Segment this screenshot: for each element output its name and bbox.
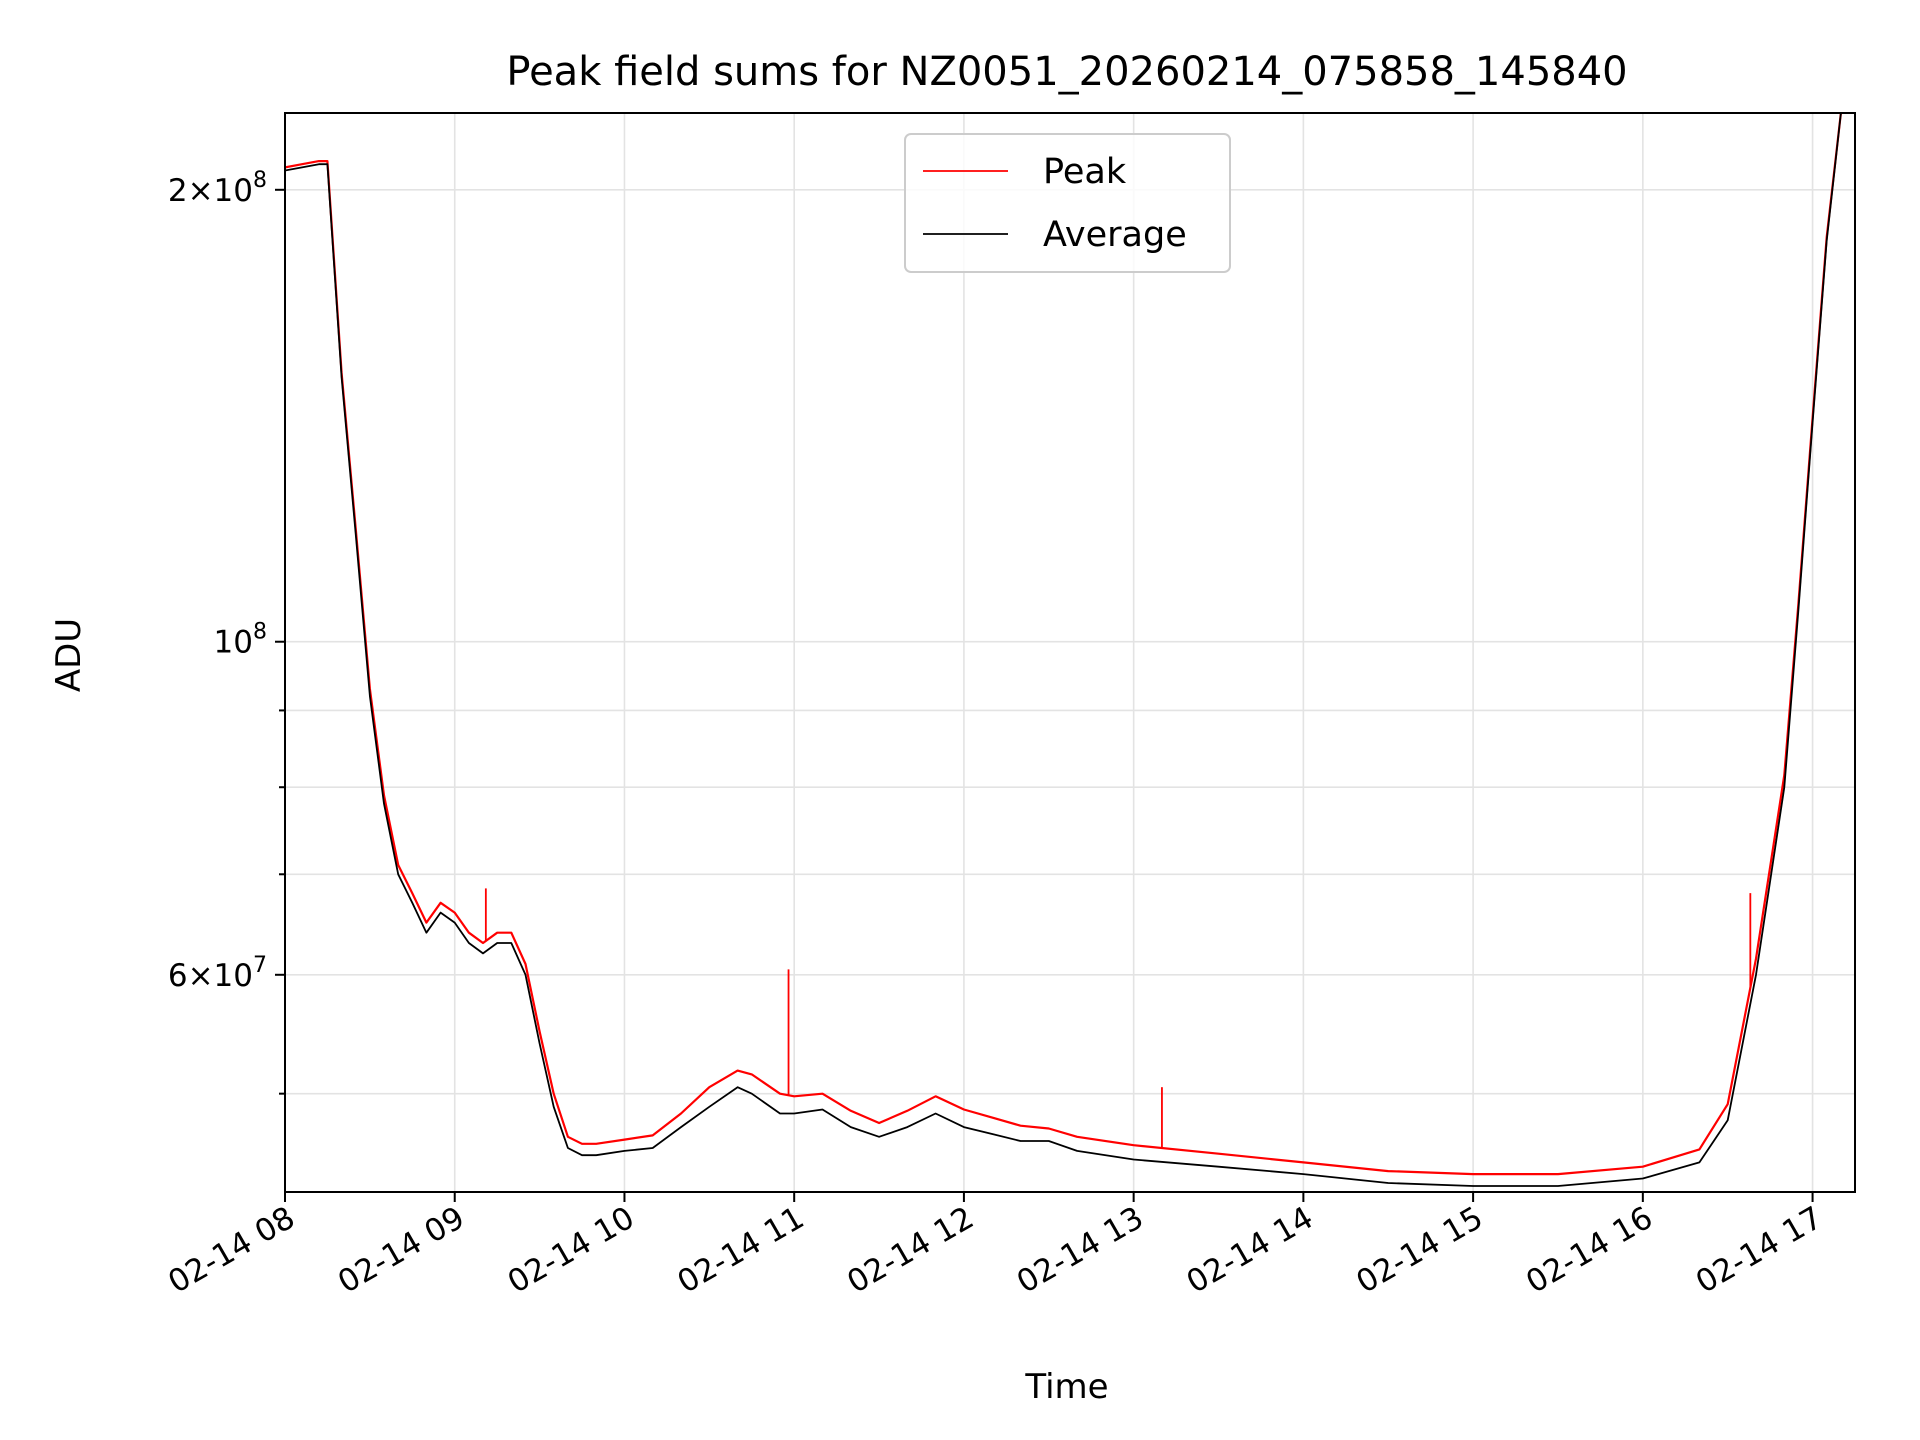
x-tick-label: 02-14 16 [1520,1200,1659,1301]
legend-label-average: Average [1043,215,1187,255]
y-tick-label: 6×107 [168,953,267,994]
y-tick-label: 2×108 [168,168,267,209]
x-tick-label: 02-14 15 [1350,1200,1489,1301]
series-line-average [285,113,1842,1187]
plot-frame [284,112,1856,1193]
y-axis-title: ADU [49,618,89,692]
x-axis-title: Time [1024,1367,1108,1407]
series-line-peak [285,113,1843,1176]
y-axis: 2×108 108 6×107 [168,168,285,1095]
x-tick-label: 02-14 08 [162,1200,301,1301]
legend-box [904,133,1231,273]
x-tick-label: 02-14 14 [1181,1200,1320,1301]
x-tick-label: 02-14 09 [332,1200,471,1301]
x-tick-label: 02-14 10 [502,1200,641,1301]
chart-title: Peak field sums for NZ0051_20260214_0758… [506,49,1627,95]
legend-label-peak: Peak [1043,152,1127,192]
x-tick-label: 02-14 11 [671,1200,810,1301]
legend: Peak Average [904,133,1231,273]
series-layer [285,113,1843,1187]
x-tick-label: 02-14 13 [1011,1200,1150,1301]
grid [284,113,1855,1192]
x-tick-label: 02-14 17 [1690,1200,1829,1301]
x-tick-label: 02-14 12 [841,1200,980,1301]
x-axis: 02-14 08 02-14 09 02-14 10 02-14 11 02-14 12… [162,1192,1829,1301]
y-tick-label: 108 [214,620,267,661]
